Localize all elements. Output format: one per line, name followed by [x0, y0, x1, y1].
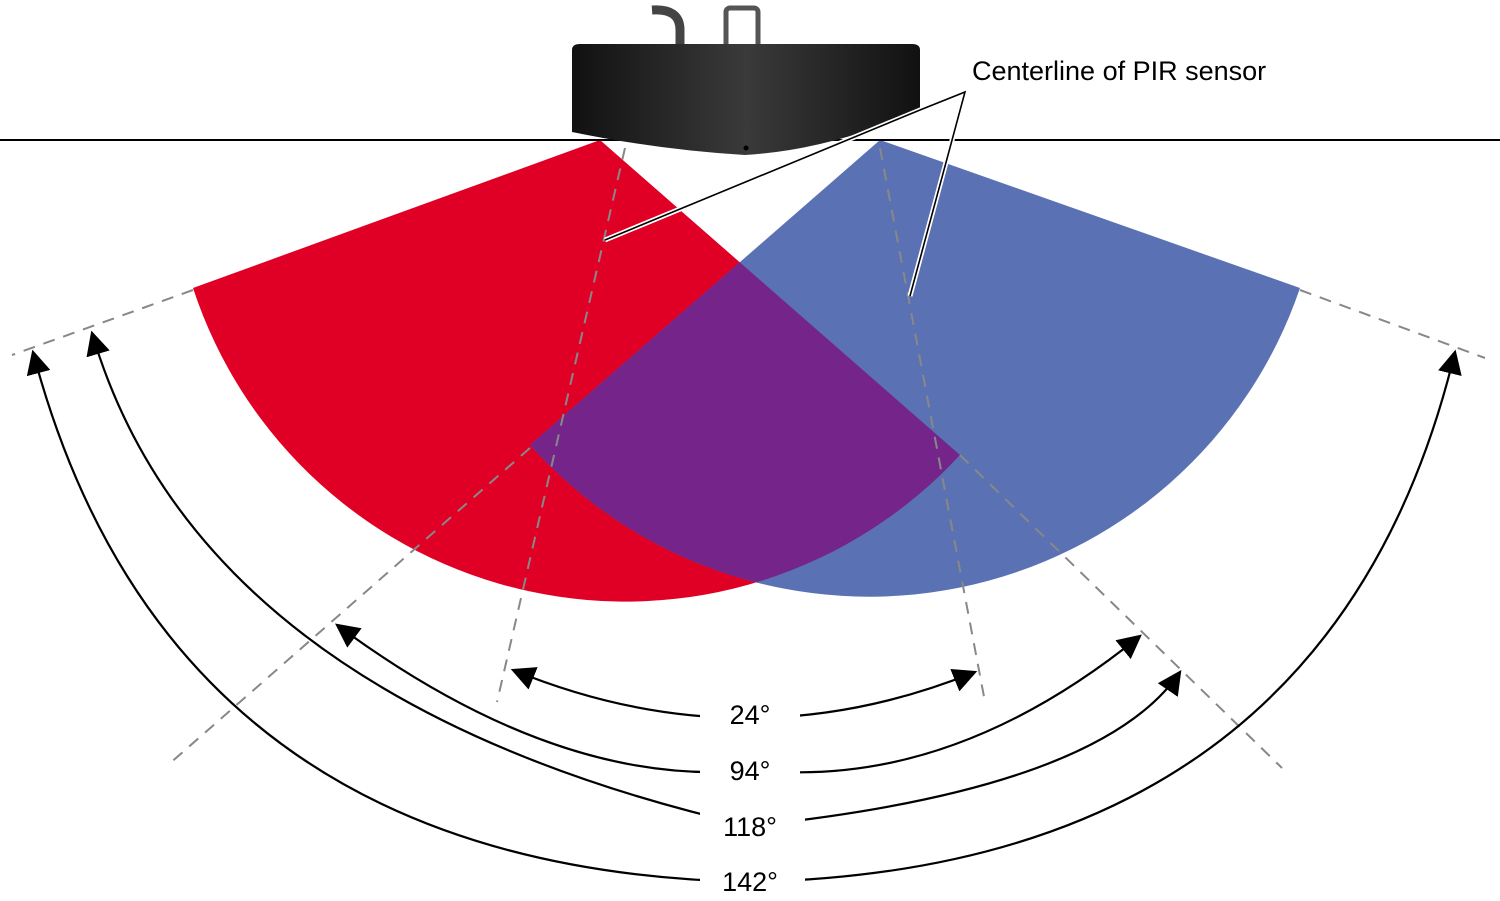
callout-label: Centerline of PIR sensor — [972, 56, 1266, 86]
angle-labels: 24° 94° 118° 142° — [700, 697, 805, 898]
angle-label: 24° — [730, 700, 771, 730]
angle-label: 142° — [722, 867, 778, 897]
angle-label: 118° — [723, 812, 777, 842]
sensor — [572, 5, 920, 155]
arc-118 — [86, 330, 1182, 828]
callout-leaders — [604, 87, 969, 297]
angle-label: 94° — [730, 756, 771, 786]
